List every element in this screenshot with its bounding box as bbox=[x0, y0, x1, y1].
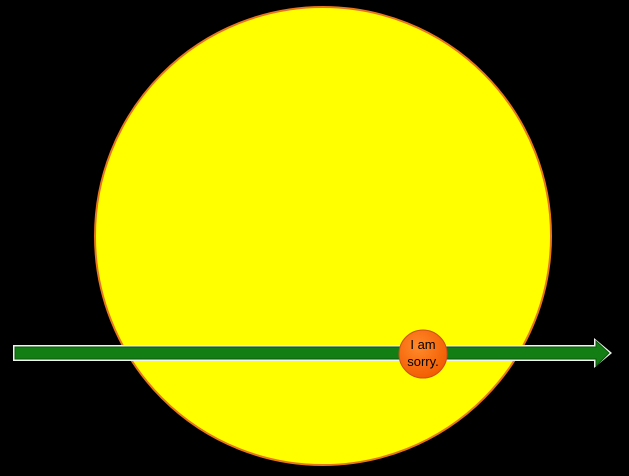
sorry-bubble: I am sorry. bbox=[398, 329, 448, 379]
timeline-arrow bbox=[13, 338, 612, 368]
bubble-text-line1: I am bbox=[410, 337, 435, 352]
bubble-circle bbox=[398, 329, 448, 379]
large-yellow-circle bbox=[94, 6, 552, 466]
bubble-text-line2: sorry. bbox=[407, 354, 439, 369]
arrow-body bbox=[14, 339, 610, 368]
